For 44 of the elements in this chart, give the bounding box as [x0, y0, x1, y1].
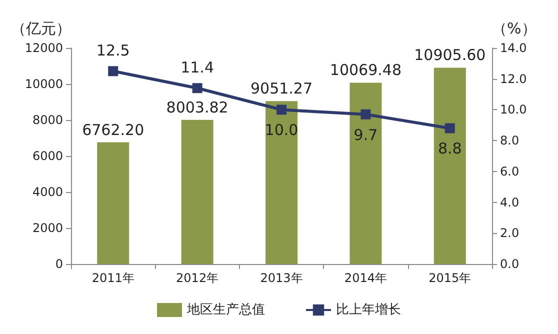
y2-tick-label: 6.0 [500, 164, 520, 178]
y-tick-label: 4000 [32, 185, 63, 199]
data-label: 9051.27 [250, 80, 313, 98]
data-label: 11.4 [180, 58, 214, 77]
y2-tick-label: 2.0 [500, 226, 520, 240]
data-label: 8003.82 [166, 98, 228, 116]
legend-label: 比上年增长 [336, 302, 401, 318]
point [360, 109, 371, 120]
data-label: 8.8 [438, 140, 462, 158]
y2-tick-label: 0.0 [500, 257, 520, 271]
y-tick-label: 6000 [32, 149, 63, 163]
x-tick-label: 2011年 [92, 271, 134, 285]
data-label: 10.0 [264, 121, 298, 140]
data-label: 10905.60 [414, 46, 486, 64]
y-tick-label: 2000 [32, 221, 63, 235]
bar [434, 68, 466, 264]
bar [97, 142, 130, 264]
y-tick-label: 8000 [32, 113, 63, 127]
data-label: 9.7 [354, 126, 378, 144]
bar [350, 82, 382, 264]
data-label: 10069.48 [330, 61, 402, 80]
point [276, 104, 286, 115]
y2-axis-title: （%） [492, 20, 536, 38]
point [192, 83, 202, 94]
y-tick-label: 12000 [24, 41, 63, 55]
x-tick-label: 2015年 [428, 271, 472, 285]
x-tick-label: 2013年 [260, 271, 303, 285]
y2-tick-label: 10.0 [500, 102, 527, 117]
point [108, 66, 118, 76]
y-tick-label: 0 [55, 257, 63, 271]
y2-tick-label: 4.0 [500, 195, 520, 210]
y2-tick-label: 12.0 [500, 72, 527, 86]
y-tick-label: 10000 [24, 77, 63, 91]
x-tick-label: 2014年 [344, 271, 387, 285]
y-axis-title: （亿元） [11, 20, 71, 38]
bar [181, 120, 214, 264]
x-tick-label: 2012年 [176, 271, 219, 285]
y2-tick-label: 14.0 [500, 41, 527, 55]
point [444, 123, 455, 134]
legend-label: 地区生产总值 [186, 302, 265, 318]
data-label: 6762.20 [82, 120, 144, 139]
bar [266, 101, 298, 264]
y2-tick-label: 8.0 [500, 134, 520, 148]
data-label: 12.5 [96, 42, 130, 60]
